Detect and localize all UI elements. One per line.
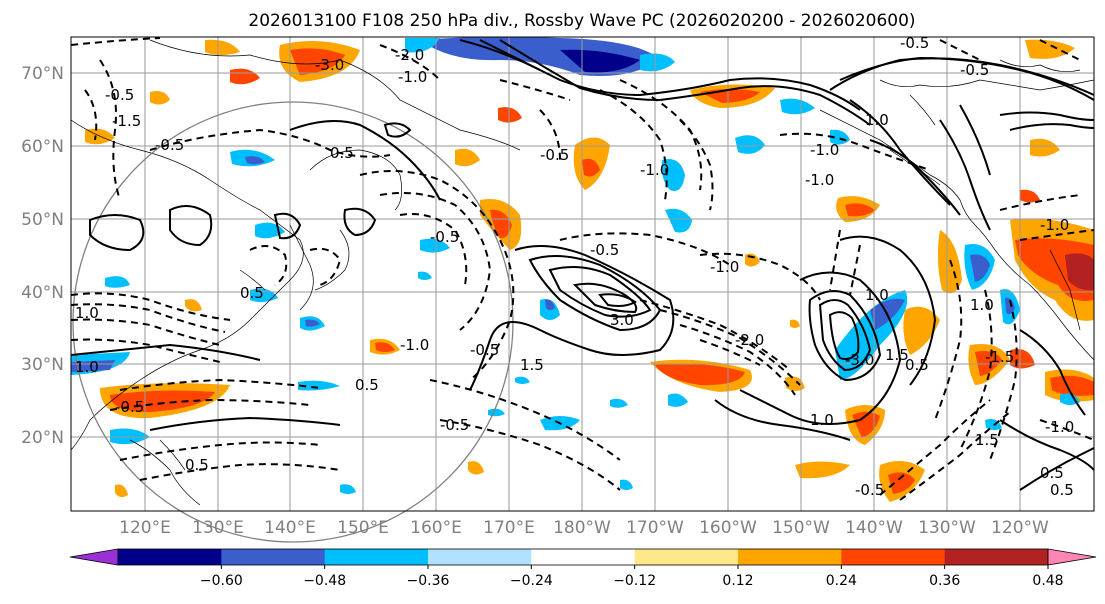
- contour-label: -0.5: [960, 61, 989, 79]
- contour-label: 1.0: [970, 296, 994, 314]
- lon-label: 140°E: [264, 518, 316, 538]
- lon-label: 120°E: [119, 518, 171, 538]
- contour-label: 1.0: [75, 304, 99, 322]
- contour-labels: -2.0 -1.0 -0.5 -1.5 -0.5 0.5 -3.0 -0.5 -…: [75, 34, 1074, 499]
- contour-label: -1.0: [400, 336, 429, 354]
- contour-label: -0.5: [115, 398, 144, 416]
- contour-label: 0.5: [355, 376, 379, 394]
- contour-label: 0.5: [905, 356, 929, 374]
- contour-label: -2.0: [395, 46, 424, 64]
- lon-label: 170°E: [483, 518, 535, 538]
- colorbar-tick-label: −0.48: [303, 573, 346, 589]
- contour-label: -0.5: [540, 146, 569, 164]
- colorbar-tick-label: −0.12: [613, 573, 656, 589]
- colorbar-extend-max: [1047, 548, 1097, 566]
- contour-label: -1.5: [985, 348, 1014, 366]
- colorbar-tick-label: −0.36: [407, 573, 450, 589]
- lon-label: 160°W: [699, 518, 757, 538]
- lon-label: 170°W: [626, 518, 684, 538]
- colorbar-swatch: [118, 549, 222, 565]
- contour-label: 1.0: [810, 411, 834, 429]
- colorbar-tick-label: −0.60: [200, 573, 243, 589]
- contour-label: 0.5: [240, 284, 264, 302]
- contour-label: -0.5: [440, 416, 469, 434]
- contour-label: -1.0: [710, 258, 739, 276]
- contour-label: -0.5: [105, 86, 134, 104]
- colorbar-tick-label: −0.24: [510, 573, 553, 589]
- lon-label: 160°E: [410, 518, 462, 538]
- colorbar-swatch: [531, 549, 636, 565]
- colorbar-tick-label: 0.36: [929, 573, 960, 589]
- colorbar: −0.60 −0.48 −0.36 −0.24 −0.12 0.12 0.24 0.36 0.4…: [69, 548, 1097, 589]
- contour-label: -3.0: [845, 351, 874, 369]
- colorbar-swatch: [221, 549, 326, 565]
- rossby-wave-contours: [70, 37, 1095, 501]
- map-panel: -2.0 -1.0 -0.5 -1.5 -0.5 0.5 -3.0 -0.5 -…: [70, 34, 1095, 543]
- contour-label: -0.5: [855, 481, 884, 499]
- lon-label: 130°W: [918, 518, 976, 538]
- contour-label: -2.0: [735, 331, 764, 349]
- contour-label: -1.5: [112, 112, 141, 130]
- colorbar-swatch: [324, 549, 429, 565]
- colorbar-tick-label: 0.12: [722, 573, 753, 589]
- lat-label: 70°N: [21, 64, 64, 84]
- contour-label: 0.5: [1050, 481, 1074, 499]
- lat-label: 50°N: [21, 210, 64, 230]
- lat-label: 30°N: [21, 355, 64, 375]
- contour-label: 3.0: [610, 311, 634, 329]
- contour-label: -1.0: [398, 68, 427, 86]
- lon-label: 120°W: [991, 518, 1049, 538]
- map-title: 2026013100 F108 250 hPa div., Rossby Wav…: [248, 11, 915, 31]
- divergence-shading: [71, 36, 1094, 502]
- lat-label: 60°N: [21, 137, 64, 157]
- latitude-labels: 70°N 60°N 50°N 40°N 30°N 20°N: [21, 64, 64, 448]
- lon-label: 140°W: [845, 518, 903, 538]
- map-frame: [70, 36, 1095, 512]
- colorbar-swatch: [841, 549, 946, 565]
- contour-label: 0.5: [330, 144, 354, 162]
- contour-label: 1.0: [865, 286, 889, 304]
- lon-label: 130°E: [192, 518, 244, 538]
- lon-label: 180°W: [553, 518, 611, 538]
- contour-label: -1.0: [1040, 216, 1069, 234]
- contour-label: 1.5: [520, 356, 544, 374]
- contour-label: 0.5: [185, 456, 209, 474]
- contour-label: 1.5: [885, 346, 909, 364]
- contour-label: -0.5: [590, 241, 619, 259]
- lat-label: 20°N: [21, 428, 64, 448]
- contour-label: 1.0: [75, 358, 99, 376]
- colorbar-swatch: [428, 549, 532, 565]
- contour-label: 1.5: [975, 431, 999, 449]
- contour-label: -0.5: [430, 228, 459, 246]
- colorbar-tick-label: 0.24: [826, 573, 857, 589]
- lat-label: 40°N: [21, 283, 64, 303]
- lon-label: 150°E: [337, 518, 389, 538]
- contour-label: -3.0: [315, 56, 344, 74]
- contour-label: 1.0: [865, 111, 889, 129]
- colorbar-frame: [117, 548, 1049, 566]
- colorbar-swatch: [738, 549, 842, 565]
- contour-label: -0.5: [470, 341, 499, 359]
- contour-label: 0.5: [1040, 464, 1064, 482]
- contour-label: -0.5: [900, 34, 929, 52]
- contour-label: -1.0: [810, 141, 839, 159]
- contour-label: -1.0: [805, 171, 834, 189]
- contour-label: -0.5: [155, 136, 184, 154]
- colorbar-swatch: [944, 549, 1049, 565]
- colorbar-swatch: [634, 549, 739, 565]
- lon-label: 150°W: [772, 518, 830, 538]
- colorbar-extend-min: [69, 548, 119, 566]
- colorbar-tick-label: 0.48: [1032, 573, 1063, 589]
- contour-label: -1.0: [1045, 418, 1074, 436]
- contour-label: -1.0: [640, 161, 669, 179]
- longitude-labels: 120°E 130°E 140°E 150°E 160°E 170°E 180°…: [119, 518, 1049, 538]
